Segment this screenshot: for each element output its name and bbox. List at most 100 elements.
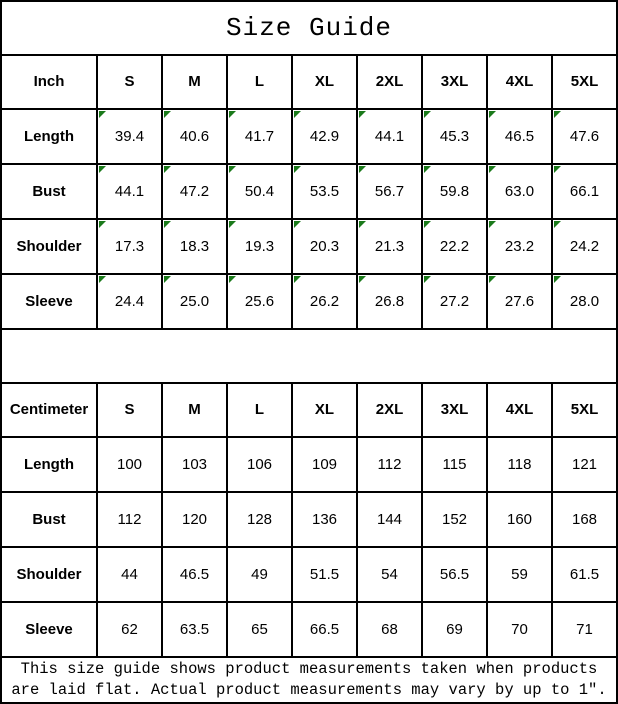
- size-header-cell: S: [96, 381, 163, 438]
- value-cell: 18.3: [161, 217, 228, 275]
- value-cell: 42.9: [291, 107, 358, 165]
- value-cell: 68: [356, 600, 423, 658]
- value-cell: 61.5: [551, 545, 618, 603]
- value-cell: 44.1: [96, 162, 163, 220]
- value-cell: 46.5: [486, 107, 553, 165]
- value-cell: 66.5: [291, 600, 358, 658]
- size-header-cell: 4XL: [486, 53, 553, 110]
- unit-label-cell: Inch: [0, 53, 98, 110]
- unit-label-cell: Centimeter: [0, 381, 98, 438]
- measurement-row: Sleeve 62 63.5 65 66.5 68 69 70 71: [0, 600, 618, 658]
- measurement-row: Length 39.4 40.6 41.7 42.9 44.1 45.3 46.5 47.6: [0, 107, 618, 165]
- centimeter-table-section: Centimeter S M L XL 2XL 3XL 4XL 5XL Length 100 103 1…: [0, 381, 618, 658]
- value-cell: 17.3: [96, 217, 163, 275]
- value-cell: 168: [551, 490, 618, 548]
- size-header-cell: M: [161, 53, 228, 110]
- value-cell: 21.3: [356, 217, 423, 275]
- value-cell: 23.2: [486, 217, 553, 275]
- size-header-cell: 3XL: [421, 53, 488, 110]
- value-cell: 54: [356, 545, 423, 603]
- title-row: Size Guide: [0, 0, 618, 56]
- value-cell: 59.8: [421, 162, 488, 220]
- value-cell: 44.1: [356, 107, 423, 165]
- table-gap-row: [0, 327, 618, 384]
- value-cell: 115: [421, 435, 488, 493]
- value-cell: 19.3: [226, 217, 293, 275]
- size-header-cell: XL: [291, 53, 358, 110]
- value-cell: 47.2: [161, 162, 228, 220]
- size-header-cell: 2XL: [356, 381, 423, 438]
- value-cell: 49: [226, 545, 293, 603]
- value-cell: 39.4: [96, 107, 163, 165]
- value-cell: 22.2: [421, 217, 488, 275]
- size-header-row: Inch S M L XL 2XL 3XL 4XL 5XL: [0, 53, 618, 110]
- size-header-cell: 3XL: [421, 381, 488, 438]
- size-header-cell: 5XL: [551, 53, 618, 110]
- size-header-cell: L: [226, 381, 293, 438]
- value-cell: 59: [486, 545, 553, 603]
- value-cell: 25.6: [226, 272, 293, 330]
- measurement-row: Length 100 103 106 109 112 115 118 121: [0, 435, 618, 493]
- row-label-cell: Shoulder: [0, 545, 98, 603]
- value-cell: 26.2: [291, 272, 358, 330]
- size-header-cell: 4XL: [486, 381, 553, 438]
- value-cell: 112: [96, 490, 163, 548]
- page-title: Size Guide: [0, 0, 618, 56]
- value-cell: 70: [486, 600, 553, 658]
- value-cell: 71: [551, 600, 618, 658]
- value-cell: 56.5: [421, 545, 488, 603]
- size-header-row: Centimeter S M L XL 2XL 3XL 4XL 5XL: [0, 381, 618, 438]
- value-cell: 46.5: [161, 545, 228, 603]
- value-cell: 112: [356, 435, 423, 493]
- title-section: Size Guide: [0, 0, 618, 56]
- value-cell: 40.6: [161, 107, 228, 165]
- value-cell: 120: [161, 490, 228, 548]
- spacer-section: [0, 327, 618, 384]
- value-cell: 106: [226, 435, 293, 493]
- value-cell: 53.5: [291, 162, 358, 220]
- table-gap-cell: [0, 327, 618, 384]
- value-cell: 25.0: [161, 272, 228, 330]
- measurement-row: Bust 44.1 47.2 50.4 53.5 56.7 59.8 63.0 66.1: [0, 162, 618, 220]
- value-cell: 160: [486, 490, 553, 548]
- size-header-cell: L: [226, 53, 293, 110]
- value-cell: 136: [291, 490, 358, 548]
- measurement-row: Shoulder 17.3 18.3 19.3 20.3 21.3 22.2 23.2 24.2: [0, 217, 618, 275]
- size-header-cell: M: [161, 381, 228, 438]
- value-cell: 66.1: [551, 162, 618, 220]
- row-label-cell: Bust: [0, 490, 98, 548]
- value-cell: 65: [226, 600, 293, 658]
- value-cell: 47.6: [551, 107, 618, 165]
- value-cell: 69: [421, 600, 488, 658]
- value-cell: 63.0: [486, 162, 553, 220]
- value-cell: 63.5: [161, 600, 228, 658]
- row-label-cell: Shoulder: [0, 217, 98, 275]
- row-label-cell: Bust: [0, 162, 98, 220]
- value-cell: 144: [356, 490, 423, 548]
- measurement-row: Bust 112 120 128 136 144 152 160 168: [0, 490, 618, 548]
- value-cell: 45.3: [421, 107, 488, 165]
- value-cell: 27.6: [486, 272, 553, 330]
- row-label-cell: Length: [0, 435, 98, 493]
- value-cell: 50.4: [226, 162, 293, 220]
- footer-section: This size guide shows product measuremen…: [0, 655, 618, 704]
- value-cell: 27.2: [421, 272, 488, 330]
- footer-note-line2: are laid flat. Actual product measuremen…: [11, 680, 607, 699]
- value-cell: 24.4: [96, 272, 163, 330]
- footer-row: This size guide shows product measuremen…: [0, 655, 618, 704]
- measurement-row: Sleeve 24.4 25.0 25.6 26.2 26.8 27.2 27.6 28.0: [0, 272, 618, 330]
- value-cell: 41.7: [226, 107, 293, 165]
- inch-table-section: Inch S M L XL 2XL 3XL 4XL 5XL Length 39.4 40.6 41.7 4…: [0, 53, 618, 330]
- footer-note: This size guide shows product measuremen…: [0, 655, 618, 704]
- value-cell: 109: [291, 435, 358, 493]
- value-cell: 20.3: [291, 217, 358, 275]
- value-cell: 62: [96, 600, 163, 658]
- value-cell: 51.5: [291, 545, 358, 603]
- value-cell: 26.8: [356, 272, 423, 330]
- value-cell: 103: [161, 435, 228, 493]
- value-cell: 44: [96, 545, 163, 603]
- value-cell: 100: [96, 435, 163, 493]
- size-header-cell: XL: [291, 381, 358, 438]
